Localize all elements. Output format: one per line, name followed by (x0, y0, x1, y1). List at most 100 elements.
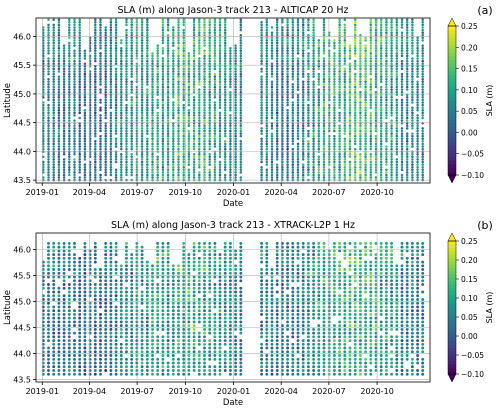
data-point (114, 26, 118, 29)
data-point (218, 150, 222, 153)
data-point (286, 160, 289, 164)
data-point (52, 134, 55, 138)
data-point (296, 168, 300, 172)
data-point (62, 116, 66, 120)
data-point (348, 106, 352, 109)
data-point (151, 142, 154, 146)
data-point (114, 327, 118, 331)
data-point (229, 83, 232, 86)
data-point (151, 286, 154, 290)
data-point (198, 44, 201, 47)
data-point (156, 124, 159, 128)
data-point (312, 39, 315, 42)
data-point (192, 85, 196, 89)
data-point (78, 54, 81, 58)
data-point (156, 150, 159, 153)
data-point (57, 168, 61, 172)
data-point (114, 54, 118, 58)
data-point (109, 28, 113, 32)
data-point (270, 124, 274, 128)
data-point (275, 119, 279, 122)
data-point (73, 147, 76, 151)
data-point (213, 90, 217, 94)
data-point (359, 83, 362, 86)
data-point (343, 57, 347, 60)
data-point (130, 101, 133, 104)
data-point (104, 342, 108, 346)
data-point (390, 85, 393, 89)
data-point (47, 96, 50, 99)
data-point (146, 57, 149, 60)
data-point (405, 70, 409, 73)
data-point (218, 129, 222, 133)
data-point (99, 72, 102, 76)
colorbar-extend-max (447, 17, 457, 27)
data-point (130, 365, 134, 369)
data-point (172, 103, 175, 107)
data-point (265, 96, 269, 99)
data-point (416, 163, 419, 166)
data-point (109, 98, 113, 102)
data-point (151, 168, 154, 172)
data-point (114, 309, 118, 313)
data-point (114, 171, 118, 174)
data-point (120, 134, 123, 138)
data-point (68, 96, 71, 99)
data-point (317, 111, 321, 115)
data-point (421, 147, 424, 151)
data-point (265, 168, 269, 172)
data-point (146, 109, 149, 112)
data-point (218, 77, 222, 81)
data-point (359, 140, 362, 143)
data-point (83, 101, 87, 104)
data-point (286, 31, 289, 34)
data-point (343, 54, 347, 58)
data-point (114, 365, 118, 369)
data-point (172, 153, 175, 156)
panel-label: (a) (477, 4, 492, 17)
data-point (109, 49, 113, 53)
data-point (94, 176, 97, 179)
data-point (156, 301, 160, 305)
data-point (411, 33, 414, 37)
data-point (156, 346, 160, 350)
data-point (114, 49, 118, 53)
data-point (47, 132, 50, 135)
data-point (130, 369, 134, 372)
data-point (213, 36, 217, 40)
data-point (73, 346, 76, 350)
data-point (146, 90, 149, 94)
data-point (182, 98, 185, 102)
data-point (166, 119, 170, 122)
data-point (229, 158, 232, 161)
data-point (286, 46, 289, 50)
data-point (286, 155, 289, 159)
data-point (198, 101, 201, 104)
data-point (47, 23, 50, 27)
data-point (353, 72, 357, 76)
data-point (83, 312, 87, 316)
data-point (145, 298, 149, 301)
data-point (223, 67, 227, 71)
data-point (156, 305, 160, 309)
data-point (307, 171, 310, 174)
data-point (307, 116, 310, 120)
data-point (374, 168, 378, 172)
data-point (348, 96, 352, 99)
data-point (385, 33, 388, 37)
data-point (421, 114, 424, 117)
data-point (400, 103, 404, 107)
data-point (151, 268, 154, 271)
data-point (213, 75, 217, 78)
data-point (421, 39, 424, 42)
data-point (395, 158, 399, 161)
data-point (172, 28, 175, 32)
data-point (312, 21, 315, 24)
data-point (395, 46, 399, 50)
data-point (218, 103, 222, 107)
data-point (177, 62, 180, 65)
y-tick-label: 45.5 (13, 61, 31, 70)
data-point (182, 171, 185, 174)
data-point (52, 72, 55, 76)
data-point (395, 85, 399, 89)
